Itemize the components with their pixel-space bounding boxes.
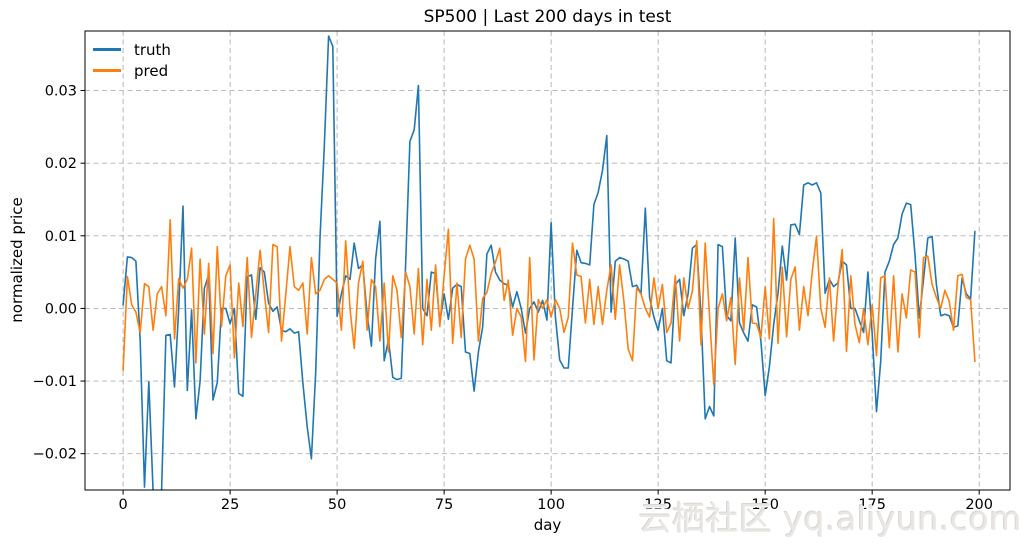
y-tick-label: −0.01 bbox=[33, 374, 77, 390]
x-tick-label: 25 bbox=[221, 497, 239, 513]
x-axis-label: day bbox=[533, 516, 562, 534]
y-tick-label: 0.00 bbox=[45, 301, 77, 317]
x-tick-label: 75 bbox=[435, 497, 453, 513]
truth-line-swatch bbox=[93, 48, 121, 51]
watermark: 云栖社区 yq.aliyun.com bbox=[638, 499, 1022, 538]
chart-title: SP500 | Last 200 days in test bbox=[423, 7, 672, 27]
x-tick-label: 200 bbox=[965, 497, 993, 513]
y-tick-label: −0.02 bbox=[33, 447, 77, 463]
x-tick-label: 125 bbox=[644, 497, 672, 513]
legend-label-pred: pred bbox=[134, 61, 169, 80]
legend: truth pred bbox=[93, 40, 171, 80]
x-tick-label: 100 bbox=[537, 497, 565, 513]
legend-item-truth: truth bbox=[93, 40, 171, 59]
y-tick-label: 0.02 bbox=[45, 156, 77, 172]
truth-line bbox=[122, 35, 976, 490]
pred-line-swatch bbox=[93, 69, 121, 72]
legend-label-truth: truth bbox=[134, 40, 171, 59]
axes-frame bbox=[84, 30, 1011, 491]
x-tick-label: 150 bbox=[751, 497, 779, 513]
y-tick-label: 0.01 bbox=[45, 229, 77, 245]
x-tick-label: 0 bbox=[118, 497, 127, 513]
y-tick-label: 0.03 bbox=[45, 84, 77, 100]
pred-line bbox=[122, 217, 976, 386]
legend-item-pred: pred bbox=[93, 61, 171, 80]
x-tick-label: 175 bbox=[858, 497, 886, 513]
x-tick-label: 50 bbox=[328, 497, 346, 513]
